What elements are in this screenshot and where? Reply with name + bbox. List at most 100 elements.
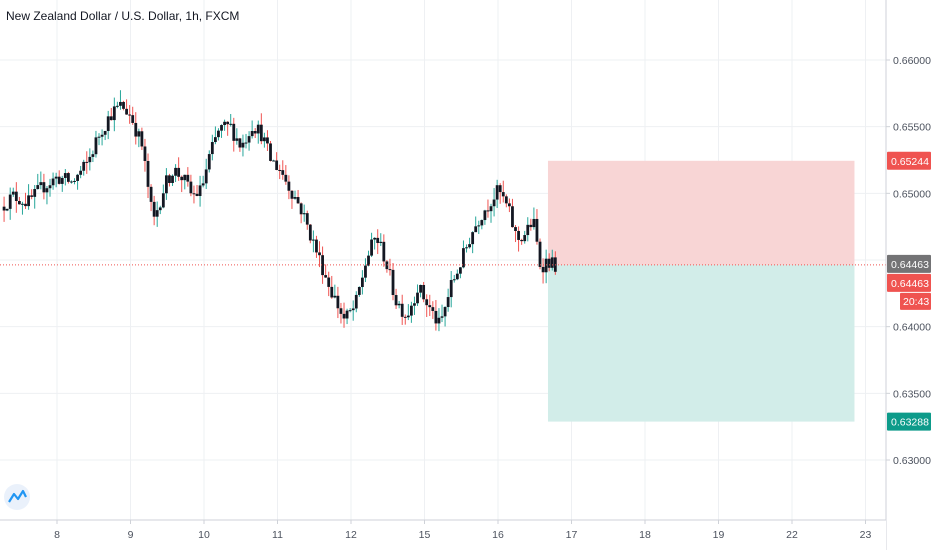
time-tick-label: 22 bbox=[786, 529, 798, 541]
candle-body bbox=[336, 295, 340, 309]
candle-body bbox=[256, 124, 260, 134]
candle-body bbox=[511, 206, 514, 228]
candle-body bbox=[373, 237, 377, 240]
candle-body bbox=[207, 154, 211, 170]
candle-body bbox=[82, 161, 86, 171]
candle-body bbox=[244, 142, 248, 144]
candle-body bbox=[517, 230, 520, 240]
candle-body bbox=[400, 303, 404, 317]
candle-body bbox=[425, 299, 429, 306]
candle-body bbox=[547, 258, 551, 268]
time-tick-label: 23 bbox=[860, 529, 872, 541]
candle-body bbox=[229, 123, 233, 125]
candle-body bbox=[311, 239, 315, 241]
candle-body bbox=[125, 108, 128, 115]
candle-body bbox=[422, 284, 426, 300]
candle-body bbox=[364, 265, 367, 278]
candle-body bbox=[232, 123, 236, 141]
current-price-gray-label: 0.64463 bbox=[891, 259, 929, 271]
tradingview-logo-icon bbox=[8, 489, 27, 503]
candle-body bbox=[409, 305, 413, 316]
candle-body bbox=[468, 244, 471, 248]
candle-body bbox=[296, 197, 300, 204]
candle-body bbox=[465, 247, 468, 249]
candle-body bbox=[397, 303, 401, 306]
candle-body bbox=[507, 203, 511, 207]
time-tick-label: 11 bbox=[272, 529, 283, 541]
candle-body bbox=[5, 208, 9, 211]
symbol-title: New Zealand Dollar / U.S. Dollar, 1h, FX… bbox=[6, 9, 240, 23]
candle-body bbox=[293, 197, 297, 199]
candle-body bbox=[348, 310, 352, 312]
time-tick-label: 12 bbox=[345, 529, 357, 541]
stop-loss-zone[interactable] bbox=[547, 160, 855, 265]
candle-body bbox=[146, 160, 150, 187]
candle-body bbox=[492, 199, 496, 207]
candle-body bbox=[455, 273, 459, 280]
candle-body bbox=[354, 294, 358, 309]
take-profit-zone[interactable] bbox=[547, 264, 855, 422]
candle-body bbox=[45, 188, 49, 193]
candle-body bbox=[79, 170, 83, 175]
candle-body bbox=[66, 173, 70, 182]
candle-body bbox=[489, 206, 493, 212]
price-tick-label: 0.66000 bbox=[893, 55, 931, 67]
candle-body bbox=[183, 174, 187, 181]
candle-body bbox=[51, 178, 55, 186]
candle-body bbox=[302, 213, 306, 215]
target-price-label: 0.63288 bbox=[891, 417, 929, 429]
candle-body bbox=[379, 241, 383, 243]
candle-body bbox=[486, 210, 490, 212]
candle-body bbox=[36, 185, 40, 190]
candle-body bbox=[333, 295, 337, 298]
candle-body bbox=[305, 213, 309, 225]
candle-body bbox=[119, 101, 122, 106]
candle-body bbox=[198, 185, 202, 197]
candle-body bbox=[376, 237, 380, 243]
candle-body bbox=[462, 248, 465, 268]
candle-body bbox=[339, 308, 343, 314]
candle-body bbox=[149, 186, 153, 202]
candle-body bbox=[213, 137, 217, 143]
candle-body bbox=[529, 224, 533, 228]
candle-body bbox=[155, 210, 159, 217]
candle-body bbox=[152, 201, 156, 217]
current-price-gray-badge bbox=[887, 254, 931, 273]
candle-body bbox=[63, 173, 67, 178]
candle-body bbox=[532, 218, 536, 228]
candle-body bbox=[140, 131, 144, 147]
candle-body bbox=[21, 203, 24, 205]
candle-body bbox=[495, 185, 499, 200]
candle-body bbox=[91, 154, 95, 157]
current-price-label: 0.64463 bbox=[891, 278, 929, 290]
candle-body bbox=[416, 292, 419, 304]
candle-body bbox=[30, 195, 34, 197]
candle-body bbox=[315, 239, 318, 253]
candle-body bbox=[367, 255, 370, 266]
candle-body bbox=[266, 137, 269, 144]
candle-body bbox=[330, 286, 334, 298]
candle-body bbox=[94, 137, 98, 155]
candle-body bbox=[39, 182, 43, 186]
candle-body bbox=[324, 275, 328, 278]
current-price-badge bbox=[887, 273, 931, 292]
candle-body bbox=[115, 105, 119, 107]
candle-body bbox=[158, 207, 162, 211]
candle-body bbox=[17, 201, 21, 205]
candle-body bbox=[201, 183, 205, 186]
candle-body bbox=[526, 224, 530, 236]
candle-body bbox=[535, 218, 539, 242]
candle-body bbox=[8, 194, 12, 209]
candle-body bbox=[443, 307, 447, 317]
candle-body bbox=[523, 235, 527, 242]
candle-body bbox=[342, 313, 346, 319]
candle-body bbox=[180, 176, 184, 181]
candle-body bbox=[57, 176, 61, 184]
candle-body bbox=[419, 284, 422, 293]
candle-body bbox=[112, 106, 116, 121]
candle-body bbox=[388, 269, 392, 271]
candle-body bbox=[299, 203, 303, 215]
time-axis[interactable] bbox=[0, 520, 886, 550]
